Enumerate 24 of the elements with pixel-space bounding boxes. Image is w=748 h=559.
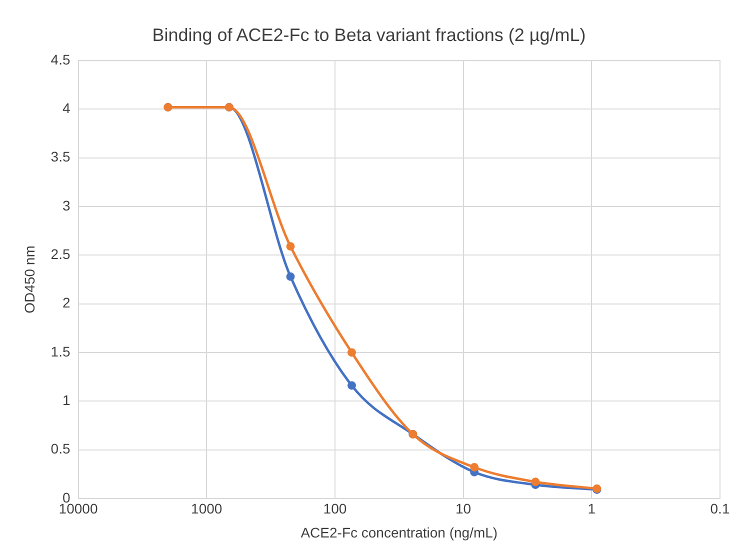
y-tick-label: 2 <box>62 294 70 311</box>
y-axis-title: OD450 nm <box>21 246 38 314</box>
y-tick-label: 4 <box>62 100 70 116</box>
x-tick-label: 100 <box>323 500 347 517</box>
y-tick-label: 3 <box>62 197 70 214</box>
y-tick-label: 0 <box>62 489 70 506</box>
x-tick-label: 1 <box>588 500 596 517</box>
x-tick-label: 0.1 <box>710 500 730 517</box>
y-tick-label: 2.5 <box>50 246 70 262</box>
y-tick-label: 4.5 <box>50 51 70 68</box>
y-tick-label: 1.5 <box>50 343 70 360</box>
point <box>286 272 295 281</box>
x-tick-label: 1000 <box>191 500 222 517</box>
y-tick-label: 0.5 <box>50 440 70 457</box>
point <box>531 478 540 486</box>
x-tick-label: 10 <box>456 500 472 517</box>
point <box>470 463 479 472</box>
point <box>347 348 356 357</box>
y-tick-label: 1 <box>62 392 70 408</box>
point <box>286 242 295 251</box>
point <box>347 381 356 390</box>
y-tick-label: 3.5 <box>50 148 70 165</box>
chart-title: Binding of ACE2-Fc to Beta variant fractions (2 µg/mL) <box>152 24 586 45</box>
x-axis-title: ACE2-Fc concentration (ng/mL) <box>300 524 498 540</box>
